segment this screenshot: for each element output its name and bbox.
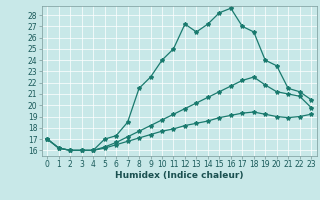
X-axis label: Humidex (Indice chaleur): Humidex (Indice chaleur) xyxy=(115,171,244,180)
